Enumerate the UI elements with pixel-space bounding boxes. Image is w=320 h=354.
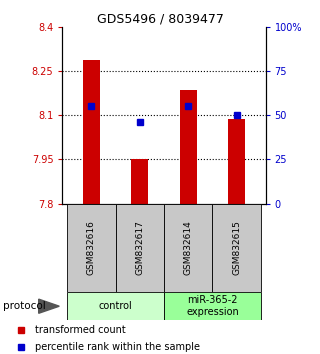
Bar — [67, 204, 116, 292]
Text: transformed count: transformed count — [35, 325, 126, 335]
Text: GSM832616: GSM832616 — [87, 220, 96, 275]
Bar — [180, 90, 197, 204]
Text: control: control — [99, 301, 132, 311]
Text: GSM832614: GSM832614 — [184, 221, 193, 275]
Bar — [67, 292, 164, 320]
Bar — [164, 204, 212, 292]
Text: miR-365-2
expression: miR-365-2 expression — [186, 295, 239, 317]
Polygon shape — [39, 299, 59, 313]
Bar — [116, 204, 164, 292]
Bar — [212, 204, 261, 292]
Bar — [131, 159, 148, 204]
Bar — [83, 61, 100, 204]
Text: GSM832617: GSM832617 — [135, 220, 144, 275]
Text: percentile rank within the sample: percentile rank within the sample — [35, 342, 200, 352]
Bar — [164, 292, 261, 320]
Text: GSM832615: GSM832615 — [232, 220, 241, 275]
Bar — [228, 119, 245, 204]
Text: protocol: protocol — [3, 301, 46, 311]
Text: GDS5496 / 8039477: GDS5496 / 8039477 — [97, 12, 223, 25]
